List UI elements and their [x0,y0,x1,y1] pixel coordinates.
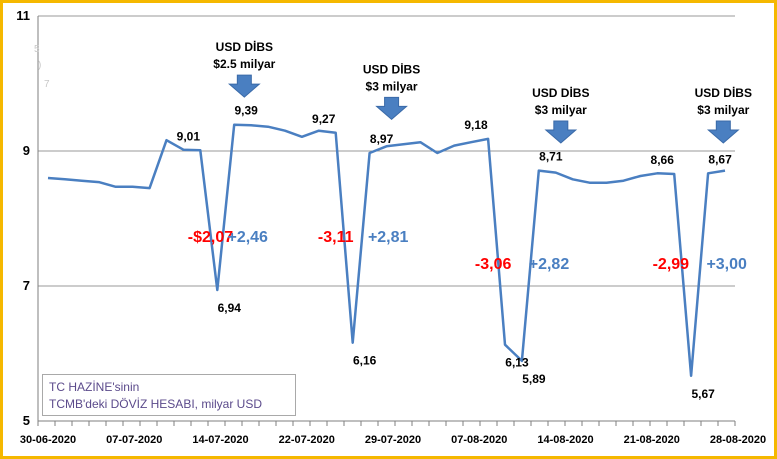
change-label: +2,46 [227,229,268,246]
data-label: 9,39 [234,104,258,118]
y-tick-label: 5 [23,413,30,428]
change-label: +3,00 [706,256,747,273]
x-tick-label: 28-08-2020 [710,434,766,446]
data-label: 8,97 [370,132,394,146]
x-tick-label: 14-07-2020 [192,434,248,446]
x-tick-label: 07-08-2020 [451,434,507,446]
stray-mark: 5 [34,44,40,55]
x-tick-label: 30-06-2020 [20,434,76,446]
series-line [47,123,726,378]
data-label: 6,13 [505,356,529,370]
change-label: -2,99 [653,256,690,273]
data-label: 9,27 [312,112,336,126]
y-tick-label: 9 [23,143,30,158]
y-tick-label: 11 [16,8,30,23]
annotation-title: USD DİBS [216,39,273,54]
annotation-title: USD DİBS [695,85,752,100]
data-label: 6,94 [218,301,242,315]
data-label: 9,18 [464,118,488,132]
data-label: 5,89 [522,372,546,386]
stray-mark: 7 [44,79,50,90]
data-label: 6,16 [353,354,377,368]
annotation-amount: $2.5 milyar [213,57,275,71]
change-label: +2,82 [529,256,570,273]
annotation-amount: $3 milyar [697,103,749,117]
change-label: -$2,07 [188,229,233,246]
annotation-amount: $3 milyar [366,79,418,93]
down-arrow-icon [544,120,578,144]
data-label: 8,71 [539,150,563,164]
down-arrow-icon [227,74,261,98]
annotation-title: USD DİBS [363,61,420,76]
legend-line-2: TCMB'deki DÖVİZ HESABI, milyar USD [49,397,262,411]
data-label: 5,67 [691,387,715,401]
y-tick-label: 7 [23,278,30,293]
data-label: 8,67 [708,152,732,166]
change-label: -3,11 [318,229,354,246]
change-label: +2,81 [368,229,409,246]
legend-line-1: TC HAZİNE'sinin [49,380,140,394]
x-tick-label: 29-07-2020 [365,434,421,446]
legend-box: TC HAZİNE'sinin TCMB'deki DÖVİZ HESABI, … [42,374,296,416]
down-arrow-icon [706,120,740,144]
data-label: 9,01 [177,129,201,143]
annotation-amount: $3 milyar [535,103,587,117]
x-tick-label: 07-07-2020 [106,434,162,446]
annotation-title: USD DİBS [532,85,589,100]
x-tick-label: 22-07-2020 [279,434,335,446]
x-tick-label: 14-08-2020 [537,434,593,446]
stray-mark: ) [38,60,41,71]
data-label: 8,66 [651,153,675,167]
change-label: -3,06 [475,256,512,273]
x-tick-label: 21-08-2020 [624,434,680,446]
down-arrow-icon [375,96,408,121]
